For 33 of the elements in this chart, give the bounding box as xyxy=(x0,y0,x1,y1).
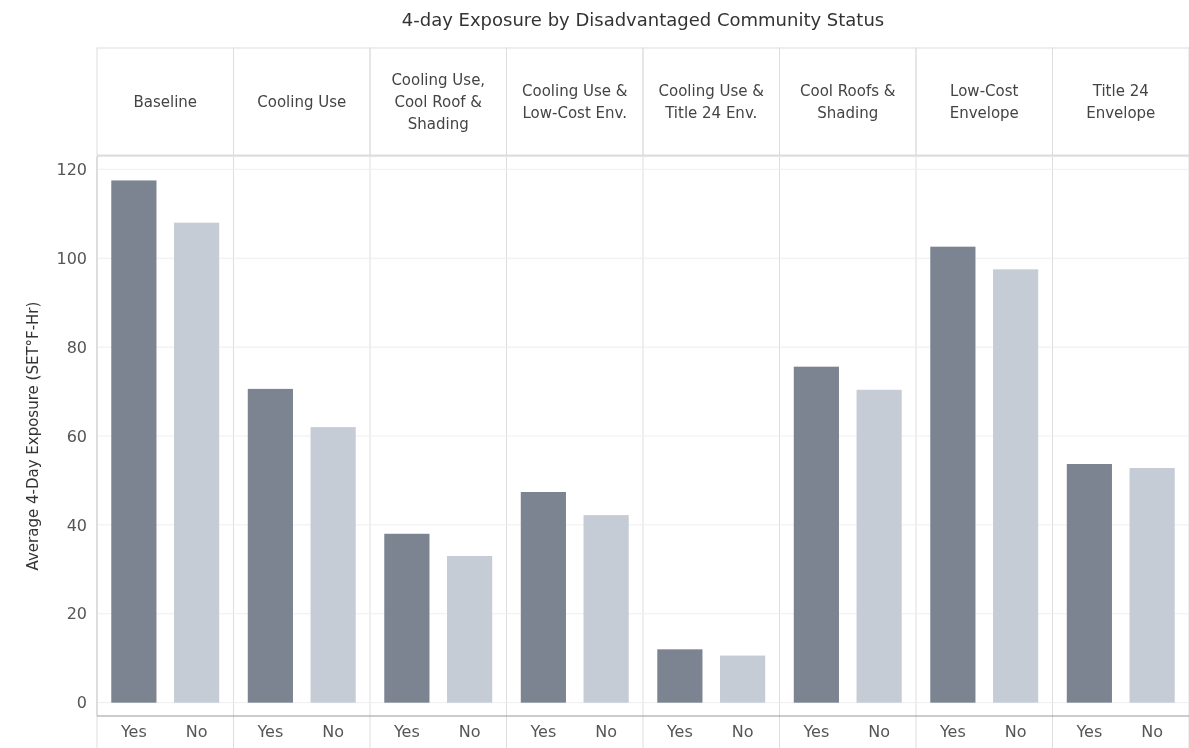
chart-subtitle: Title 24 Envelope xyxy=(1086,82,1156,122)
y-tick-label: 120 xyxy=(56,159,87,179)
x-tick-label: No xyxy=(458,722,481,742)
chart-subtitle: Cool Roofs & Shading xyxy=(800,82,896,122)
x-tick-label: No xyxy=(731,722,754,742)
y-axis-title: Average 4-Day Exposure (SET°F-Hr) xyxy=(24,301,42,571)
x-tick-label: No xyxy=(868,722,891,742)
x-tick-label: No xyxy=(1004,722,1027,742)
x-tick-label: Yes xyxy=(665,722,693,742)
x-tick-label: No xyxy=(1141,722,1164,742)
x-tick-label: Yes xyxy=(938,722,966,742)
x-tick-label: Yes xyxy=(119,722,147,742)
y-tick-label: 20 xyxy=(66,604,87,624)
chart-subtitle: Baseline xyxy=(133,93,198,111)
y-tick-label: 60 xyxy=(66,426,87,446)
chart-subtitle: Cooling Use xyxy=(257,93,347,111)
x-tick-label: Yes xyxy=(529,722,557,742)
y-tick-label: 80 xyxy=(66,337,87,357)
x-tick-label: No xyxy=(185,722,208,742)
chart-subtitle: Cooling Use, Cool Roof & Shading xyxy=(391,71,486,133)
y-tick-label: 40 xyxy=(66,515,87,535)
chart-subtitle: Cooling Use & Title 24 Env. xyxy=(658,82,765,122)
x-tick-label: No xyxy=(595,722,618,742)
x-tick-label: Yes xyxy=(802,722,830,742)
text: 4-day Exposure by Disadvantaged Community Status xyxy=(401,9,885,30)
chart-subtitle: Low-Cost Envelope xyxy=(949,82,1019,122)
y-tick-label: 100 xyxy=(56,248,87,268)
chart-subtitle: Cooling Use & Low-Cost Env. xyxy=(522,82,628,122)
y-tick-label: 0 xyxy=(76,693,87,713)
x-tick-label: Yes xyxy=(1075,722,1103,742)
x-tick-label: Yes xyxy=(256,722,284,742)
x-tick-label: No xyxy=(322,722,345,742)
x-tick-label: Yes xyxy=(392,722,420,742)
